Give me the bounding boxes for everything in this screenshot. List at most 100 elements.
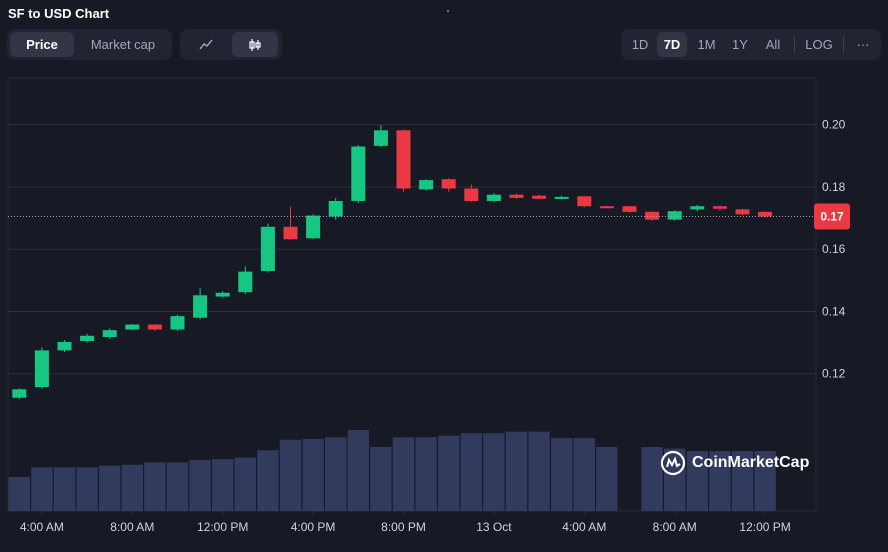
range-selector: 1D 7D 1M 1Y All LOG ··· [621, 29, 881, 60]
volume-bars [8, 430, 776, 511]
cursor-dot [447, 10, 449, 12]
candle-body [125, 324, 140, 330]
candle-body [215, 292, 230, 297]
candle-body [170, 316, 185, 330]
volume-bar [279, 439, 302, 511]
volume-bar [551, 438, 573, 511]
volume-bar [573, 438, 595, 511]
candle-body [577, 196, 592, 207]
volume-bar [234, 457, 256, 511]
volume-bar [483, 433, 505, 511]
x-tick-label: 4:00 AM [562, 520, 606, 534]
y-axis-labels: 0.12 0.14 0.16 0.18 0.20 [822, 118, 846, 381]
volume-bar [189, 459, 211, 511]
x-tick-label: 8:00 AM [653, 520, 697, 534]
candle-body [509, 194, 524, 198]
candle-body [486, 194, 501, 201]
volume-bar [257, 450, 279, 511]
range-separator [843, 36, 844, 53]
candle-body [34, 350, 49, 388]
candle-body [328, 200, 343, 217]
volume-bar [8, 476, 30, 511]
candle-body [80, 335, 95, 342]
candle-body [283, 226, 298, 240]
volume-bar [731, 451, 754, 511]
candle-body [554, 196, 569, 199]
coinmarketcap-logo-icon [660, 450, 686, 476]
candle-body [260, 226, 275, 272]
volume-bar [596, 447, 618, 511]
x-tick-label: 8:00 AM [110, 520, 154, 534]
y-tick-label: 0.12 [822, 367, 846, 381]
volume-bar [528, 431, 550, 511]
volume-bar [438, 435, 460, 511]
volume-bar [302, 438, 324, 511]
range-all[interactable]: All [765, 37, 781, 52]
volume-bar [99, 465, 121, 511]
chart-title: SF to USD Chart [8, 6, 110, 21]
candle-body [441, 179, 456, 189]
price-tab[interactable]: Price [10, 32, 74, 57]
candle-body [599, 206, 614, 209]
x-tick-label: 4:00 PM [291, 520, 336, 534]
range-7d[interactable]: 7D [657, 32, 687, 57]
y-tick-label: 0.14 [822, 304, 846, 318]
volume-bar [121, 464, 143, 511]
volume-bar [641, 447, 663, 511]
x-tick-label: 8:00 PM [381, 520, 426, 534]
grid-lines [7, 77, 817, 512]
candle-body [373, 130, 388, 146]
volume-bar [686, 451, 708, 511]
chart-type-toggle [180, 29, 282, 60]
candle-body [712, 206, 727, 209]
candle-body [193, 295, 208, 318]
candle-body [464, 188, 479, 201]
market-cap-tab[interactable]: Market cap [90, 37, 156, 52]
candle-body [622, 206, 637, 212]
y-tick-label: 0.20 [822, 118, 846, 132]
candle-body [238, 271, 253, 293]
volume-bar [325, 437, 347, 511]
candle-body [396, 130, 411, 189]
candle-body [102, 330, 117, 338]
candlestick-button[interactable] [232, 32, 278, 57]
volume-bar [166, 462, 189, 511]
coinmarketcap-watermark: CoinMarketCap [660, 450, 809, 476]
candle-body [735, 209, 750, 215]
candle-body [147, 324, 162, 330]
volume-bar [370, 447, 392, 511]
candle-body [12, 389, 27, 398]
more-options-button[interactable]: ··· [856, 37, 870, 52]
y-tick-label: 0.16 [822, 242, 846, 256]
candle-body [57, 341, 72, 351]
watermark-text: CoinMarketCap [692, 454, 810, 471]
volume-bar [144, 462, 166, 511]
volume-bar [392, 437, 415, 511]
x-tick-label: 4:00 AM [20, 520, 64, 534]
candlestick-icon [249, 39, 261, 51]
range-1m[interactable]: 1M [697, 37, 716, 52]
range-1d[interactable]: 1D [631, 37, 649, 52]
volume-bar [505, 431, 528, 511]
line-chart-button[interactable] [184, 32, 228, 57]
y-tick-label: 0.18 [822, 180, 846, 194]
volume-bar [460, 433, 482, 511]
current-price-marker: 0.17 [8, 203, 850, 230]
volume-bar [76, 467, 98, 511]
volume-bar [347, 430, 369, 511]
candle-body [532, 195, 547, 199]
candle-body [306, 215, 321, 239]
candle-body [419, 180, 434, 190]
candle-body [690, 206, 705, 210]
volume-bar [754, 451, 776, 511]
volume-bar [31, 467, 53, 511]
price-chart[interactable]: 0.12 0.14 0.16 0.18 0.20 4:00 AM 8:00 AM 12:00… [0, 70, 888, 552]
log-scale-button[interactable]: LOG [805, 37, 833, 52]
range-1y[interactable]: 1Y [732, 37, 748, 52]
volume-bar [709, 451, 731, 511]
current-price-tag [814, 203, 850, 230]
metric-toggle: Price Market cap [7, 29, 172, 60]
x-tick-label: 12:00 PM [197, 520, 248, 534]
current-price-label: 0.17 [820, 210, 844, 224]
range-separator [794, 36, 795, 53]
